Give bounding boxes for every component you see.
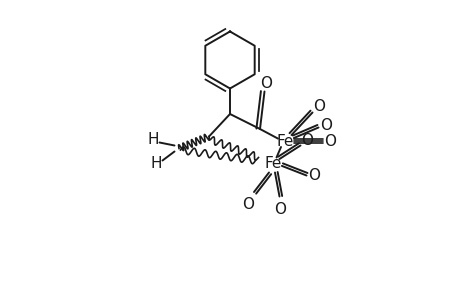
Text: O: O xyxy=(274,202,285,217)
Text: Fe: Fe xyxy=(264,156,281,171)
Text: O: O xyxy=(319,118,331,134)
Text: O: O xyxy=(307,168,319,183)
Text: O: O xyxy=(259,76,271,91)
Text: O: O xyxy=(301,133,313,148)
Text: O: O xyxy=(313,99,325,114)
Text: H: H xyxy=(147,132,159,147)
Text: Fe: Fe xyxy=(276,134,294,148)
Text: O: O xyxy=(241,197,253,212)
Text: O: O xyxy=(324,134,336,148)
Text: H: H xyxy=(151,156,162,171)
